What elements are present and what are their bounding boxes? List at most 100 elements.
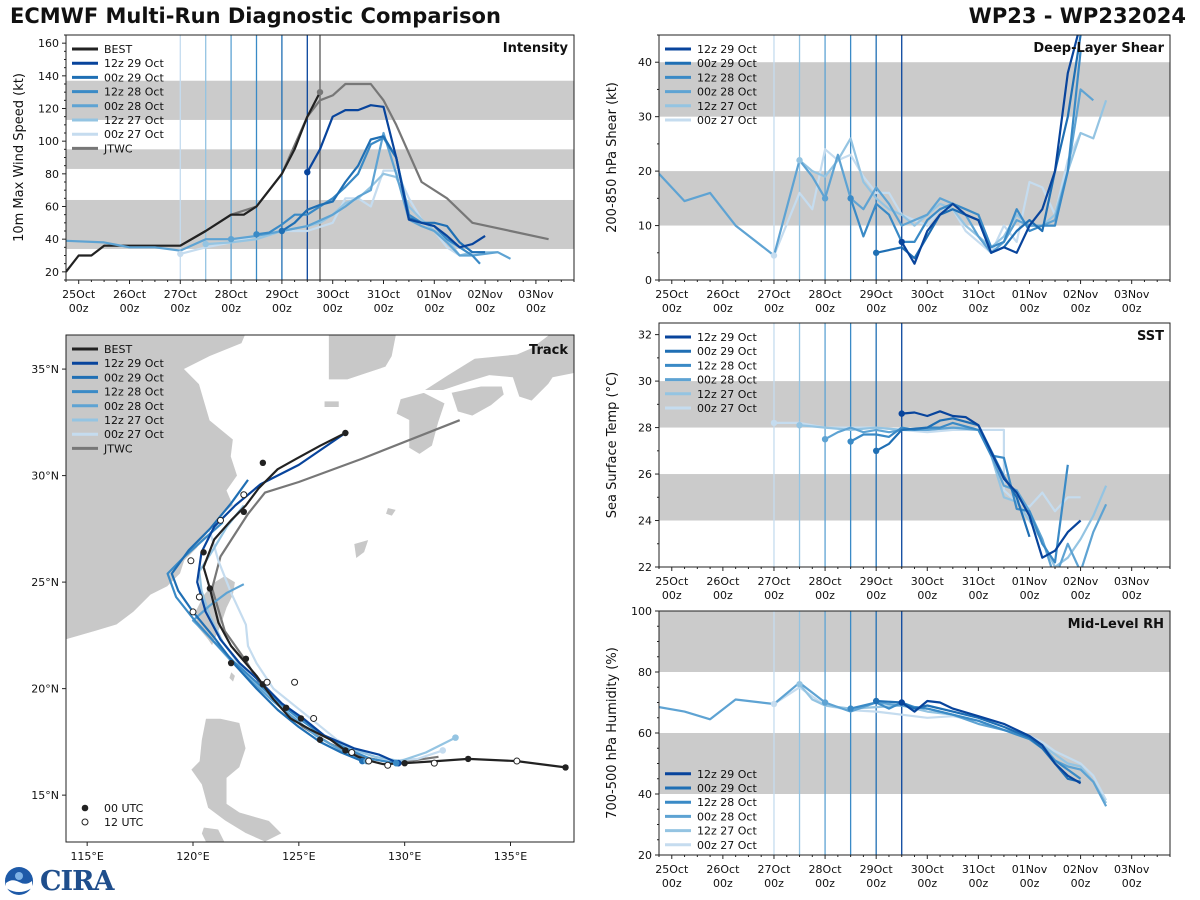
shear-xtick-label-day: 01Nov xyxy=(1012,288,1048,301)
intensity-xtick-label-hour: 00z xyxy=(424,302,444,315)
shear-xtick-label-hour: 00z xyxy=(1122,302,1142,315)
sst-ytick-label: 22 xyxy=(638,561,652,574)
sst-ytick-label: 24 xyxy=(638,515,652,528)
sst-series-line-2 xyxy=(850,421,1069,564)
shear-panel: 01020304025Oct00z26Oct00z27Oct00z28Oct00… xyxy=(605,34,1171,315)
intensity-init-marker-5 xyxy=(177,250,184,258)
rh-xtick-label-hour: 00z xyxy=(917,877,937,890)
track-marker-legend-00utc-symbol xyxy=(81,804,89,812)
shear-xtick-label-day: 28Oct xyxy=(809,288,843,301)
rh-xtick-label-day: 29Oct xyxy=(860,863,894,876)
track-ytick-label: 15°N xyxy=(31,789,59,802)
track-best-12utc-marker xyxy=(189,608,197,616)
rh-ytick-label: 80 xyxy=(638,666,652,679)
intensity-legend-label-2: 00z 29 Oct xyxy=(104,71,164,84)
track-best-12utc-marker xyxy=(187,557,195,565)
rh-xtick-label-hour: 00z xyxy=(662,877,682,890)
intensity-lines xyxy=(66,82,549,273)
sst-xtick-label-day: 27Oct xyxy=(757,575,791,588)
cira-logo-text: CIRA xyxy=(40,865,115,897)
track-best-00utc-marker xyxy=(342,747,349,754)
track-best-line xyxy=(202,432,566,769)
intensity-ytick-label: 140 xyxy=(38,70,59,83)
intensity-panel: 2040608010012014016025Oct00z26Oct00z27Oc… xyxy=(12,34,575,315)
intensity-xtick-label-hour: 00z xyxy=(170,302,190,315)
intensity-xtick-label-day: 31Oct xyxy=(367,288,401,301)
sst-xtick-label-day: 02Nov xyxy=(1063,575,1099,588)
shear-legend-label-4: 12z 27 Oct xyxy=(697,100,757,113)
shear-xtick-label-hour: 00z xyxy=(662,302,682,315)
rh-init-marker-1 xyxy=(872,697,880,705)
track-legend-label-4: 00z 28 Oct xyxy=(104,400,164,413)
rh-ylabel: 700-500 hPa Humidity (%) xyxy=(605,647,620,819)
rh-xtick-label-hour: 00z xyxy=(815,877,835,890)
shear-xtick-label-day: 03Nov xyxy=(1114,288,1150,301)
sst-xtick-label-day: 30Oct xyxy=(911,575,945,588)
land-jeju xyxy=(323,400,340,408)
track-legend-label-6: 00z 27 Oct xyxy=(104,428,164,441)
land-batanes xyxy=(228,670,236,683)
shear-init-marker-1 xyxy=(872,249,880,256)
rh-xtick-label-day: 02Nov xyxy=(1063,863,1099,876)
shear-legend-label-2: 12z 28 Oct xyxy=(697,71,757,84)
intensity-xtick-label-day: 02Nov xyxy=(467,288,503,301)
intensity-jtwc-line xyxy=(179,82,549,247)
rh-legend-label-4: 12z 27 Oct xyxy=(697,825,757,838)
intensity-legend-label-7: JTWC xyxy=(103,142,133,155)
rh-title: Mid-Level RH xyxy=(1068,617,1164,632)
intensity-xtick-label-hour: 00z xyxy=(526,302,546,315)
track-best-00utc-marker xyxy=(316,736,324,743)
track-xtick-label: 135°E xyxy=(494,850,527,863)
land-shikoku xyxy=(450,385,505,417)
sst-xtick-label-day: 01Nov xyxy=(1012,575,1048,588)
rh-legend-label-3: 00z 28 Oct xyxy=(697,810,757,823)
rh-legend-label-5: 00z 27 Oct xyxy=(697,839,757,852)
shear-xtick-label-hour: 00z xyxy=(917,302,937,315)
sst-xtick-label-day: 28Oct xyxy=(809,575,843,588)
rh-xtick-label-day: 31Oct xyxy=(962,863,996,876)
track-best-00utc-marker xyxy=(282,704,290,711)
track-best-12utc-marker xyxy=(195,593,203,601)
sst-legend-label-1: 00z 29 Oct xyxy=(697,345,757,358)
intensity-xtick-label-hour: 00z xyxy=(374,302,394,315)
sst-band-0 xyxy=(659,474,1170,521)
track-series-line-0 xyxy=(196,432,399,765)
track-best-12utc-marker xyxy=(310,714,318,722)
sst-xtick-label-day: 03Nov xyxy=(1114,575,1150,588)
sst-xtick-label-day: 25Oct xyxy=(655,575,689,588)
rh-legend-label-0: 12z 29 Oct xyxy=(697,768,757,781)
rh-init-marker-3 xyxy=(821,699,829,706)
intensity-title: Intensity xyxy=(503,41,569,56)
intensity-xtick-label-hour: 00z xyxy=(475,302,495,315)
sst-init-marker-3 xyxy=(821,435,829,443)
intensity-legend-label-1: 12z 29 Oct xyxy=(104,57,164,70)
intensity-ytick-label: 40 xyxy=(45,233,59,246)
sst-init-marker-5 xyxy=(770,419,778,427)
track-init-marker-2 xyxy=(392,759,400,767)
track-best-00utc-marker xyxy=(200,549,207,556)
shear-init-marker-4 xyxy=(796,157,803,164)
intensity-series-line-1 xyxy=(281,135,486,254)
track-ytick-label: 35°N xyxy=(31,363,59,376)
rh-ytick-label: 20 xyxy=(638,849,652,862)
intensity-ylabel: 10m Max Wind Speed (kt) xyxy=(12,73,27,242)
shear-ytick-label: 0 xyxy=(645,274,652,287)
intensity-xtick-label-hour: 00z xyxy=(120,302,140,315)
shear-init-marker-5 xyxy=(770,252,778,259)
track-best-00utc-marker xyxy=(297,715,305,722)
cira-logo: CIRA xyxy=(4,865,115,897)
track-series-line-2 xyxy=(166,521,397,765)
intensity-xtick-label-day: 25Oct xyxy=(62,288,96,301)
intensity-series-line-0 xyxy=(306,104,486,249)
shear-series-line-3 xyxy=(659,88,1095,257)
intensity-xtick-label-hour: 00z xyxy=(221,302,241,315)
track-best-00utc-marker xyxy=(464,755,472,763)
rh-ytick-label: 60 xyxy=(638,727,652,740)
track-best-12utc-marker xyxy=(365,757,373,765)
rh-band-0 xyxy=(659,733,1170,794)
track-legend-label-1: 12z 29 Oct xyxy=(104,357,164,370)
track-marker-legend-12utc-label: 12 UTC xyxy=(104,816,144,829)
shear-band-0 xyxy=(659,171,1170,226)
shear-xtick-label-day: 29Oct xyxy=(860,288,894,301)
track-best-12utc-marker xyxy=(291,678,299,686)
